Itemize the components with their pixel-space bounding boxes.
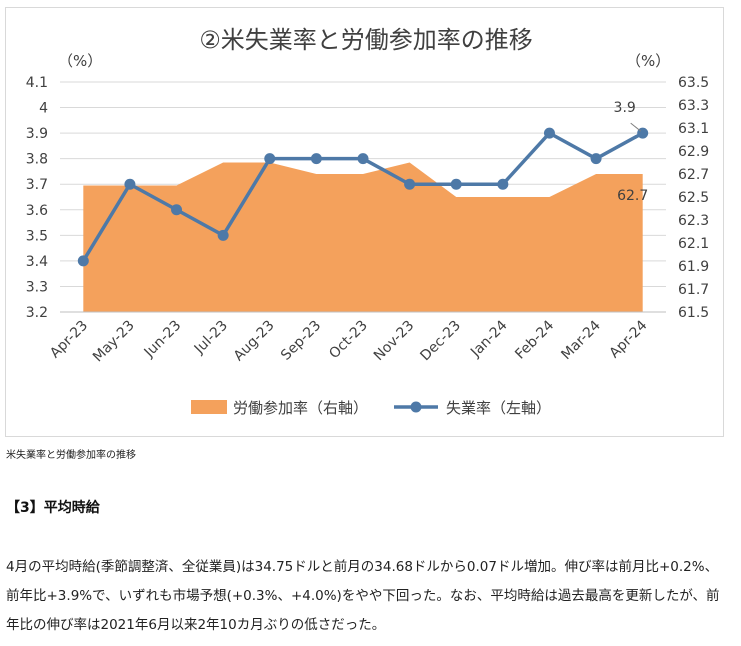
- x-tick-label: Jul-23: [191, 318, 231, 358]
- x-tick-label: Apr-23: [47, 318, 91, 362]
- chart-caption: 米失業率と労働参加率の推移: [6, 450, 136, 461]
- line-point: [217, 229, 229, 241]
- left-tick-label: 3.5: [26, 228, 48, 244]
- chart-title: ②米失業率と労働参加率の推移: [199, 26, 533, 54]
- chart-svg: ②米失業率と労働参加率の推移 （%） （%） 3.2 3.3 3.4 3.5 3.6 3.7 3.…: [26, 26, 709, 417]
- x-tick-label: Aug-23: [231, 318, 278, 365]
- section-heading: 【3】平均時給: [6, 500, 100, 516]
- x-tick-label: Jan-24: [467, 317, 511, 361]
- right-tick-label: 62.5: [678, 190, 709, 206]
- data-label-leader: [630, 122, 642, 132]
- left-tick-label: 4.1: [26, 75, 48, 91]
- chart-container: ②米失業率と労働参加率の推移 （%） （%） 3.2 3.3 3.4 3.5 3.6 3.7 3.…: [5, 7, 724, 437]
- line-point: [543, 127, 555, 139]
- left-tick-label: 3.3: [26, 279, 48, 295]
- data-label-participation: 62.7: [617, 188, 648, 204]
- line-point: [264, 153, 276, 165]
- right-tick-label: 61.5: [678, 305, 709, 321]
- right-tick-label: 61.9: [678, 259, 709, 275]
- x-tick-label: Feb-24: [512, 317, 557, 362]
- line-point: [77, 255, 89, 267]
- right-tick-label: 63.3: [678, 98, 709, 114]
- x-tick-label: Dec-23: [417, 318, 464, 365]
- line-point: [310, 153, 322, 165]
- x-tick-label: Sep-23: [278, 318, 324, 364]
- left-tick-label: 3.6: [26, 203, 48, 219]
- left-tick-label: 3.4: [26, 254, 48, 270]
- right-tick-label: 63.1: [678, 121, 709, 137]
- left-axis-unit: （%）: [58, 52, 102, 70]
- right-axis-unit: （%）: [626, 52, 670, 70]
- x-tick-label: Oct-23: [326, 318, 371, 363]
- x-tick-label: May-23: [90, 318, 138, 366]
- right-tick-label: 62.1: [678, 236, 709, 252]
- line-point: [450, 178, 462, 190]
- x-tick-label: Mar-24: [558, 317, 604, 363]
- data-label-unemployment: 3.9: [614, 100, 636, 116]
- legend-label-unemployment: 失業率（左軸）: [446, 399, 551, 417]
- right-tick-label: 63.5: [678, 75, 709, 91]
- line-point: [590, 153, 602, 165]
- right-tick-label: 62.9: [678, 144, 709, 160]
- x-tick-label: Jun-23: [141, 318, 185, 362]
- line-point: [497, 178, 509, 190]
- series-area-participation: [83, 162, 643, 312]
- x-tick-label: Apr-24: [607, 317, 651, 361]
- line-point: [357, 153, 369, 165]
- left-tick-label: 3.2: [26, 305, 48, 321]
- x-tick-label: Nov-23: [371, 318, 418, 365]
- left-tick-label: 3.8: [26, 152, 48, 168]
- legend-swatch-participation: [191, 400, 227, 414]
- left-tick-label: 4: [39, 101, 48, 117]
- legend-label-participation: 労働参加率（右軸）: [233, 399, 368, 417]
- left-tick-label: 3.9: [26, 126, 48, 142]
- right-tick-label: 62.3: [678, 213, 709, 229]
- line-point: [171, 204, 183, 216]
- right-tick-label: 61.7: [678, 282, 709, 298]
- right-tick-label: 62.7: [678, 167, 709, 183]
- line-point: [404, 178, 416, 190]
- line-point: [124, 178, 136, 190]
- body-paragraph: 4月の平均時給(季節調整済、全従業員)は34.75ドルと前月の34.68ドルから…: [6, 559, 720, 633]
- left-tick-label: 3.7: [26, 177, 48, 193]
- legend-marker-unemployment: [410, 401, 422, 413]
